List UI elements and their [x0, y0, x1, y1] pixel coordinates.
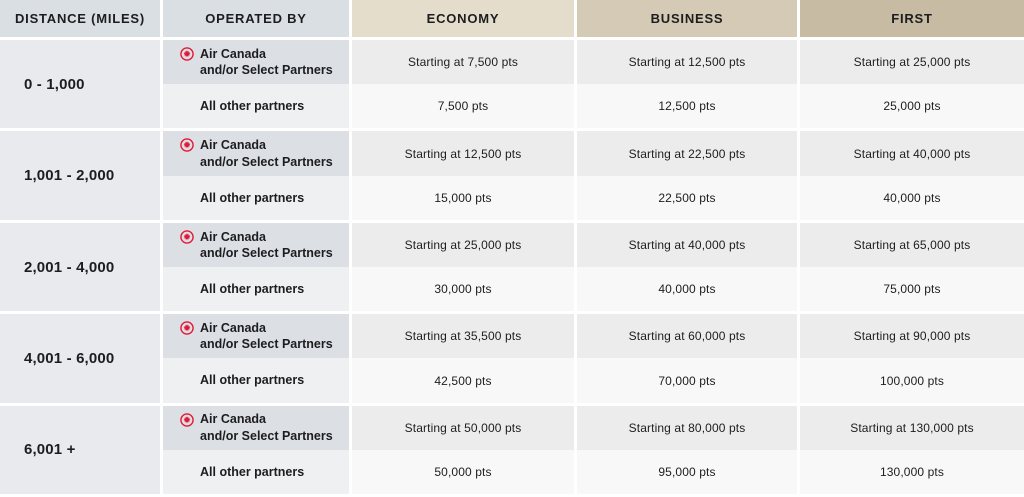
- distance-label: 2,001 - 4,000: [0, 222, 160, 312]
- header-economy: ECONOMY: [352, 0, 574, 37]
- operator-subline-label: and/or Select Partners: [200, 154, 333, 169]
- air-canada-maple-leaf-icon: [180, 138, 194, 153]
- business-air-canada-value: Starting at 12,500 pts: [577, 40, 797, 85]
- business-air-canada-value: Starting at 40,000 pts: [577, 222, 797, 268]
- air-canada-maple-leaf-icon: [180, 230, 194, 244]
- operator-air-canada: Air Canada and/or Select Partners: [163, 314, 349, 359]
- business-other-partners-value: 70,000 pts: [577, 358, 797, 403]
- economy-other-partners-value: 30,000 pts: [352, 267, 574, 312]
- air-canada-maple-leaf-icon: [180, 321, 194, 335]
- operator-air-canada: Air Canada and/or Select Partners: [163, 131, 349, 176]
- business-other-partners-value: 95,000 pts: [577, 449, 797, 495]
- economy-air-canada-value: Starting at 7,500 pts: [352, 40, 574, 85]
- distance-label: 4,001 - 6,000: [0, 314, 160, 403]
- first-other-partners-value: 40,000 pts: [800, 175, 1024, 220]
- operator-air-canada: Air Canada and/or Select Partners: [163, 40, 349, 85]
- economy-air-canada-value: Starting at 25,000 pts: [352, 222, 574, 268]
- operator-air-canada: Air Canada and/or Select Partners: [163, 405, 349, 450]
- operator-name-label: Air Canada: [200, 412, 266, 427]
- operator-name-label: All other partners: [200, 281, 305, 296]
- operator-name-label: Air Canada: [200, 229, 266, 244]
- business-air-canada-value: Starting at 60,000 pts: [577, 314, 797, 359]
- distance-label: 0 - 1,000: [0, 40, 160, 129]
- first-other-partners-value: 75,000 pts: [800, 267, 1024, 312]
- operator-all-other: All other partners: [163, 267, 349, 312]
- distance-band-4001-6000: 4,001 - 6,000 Air Canada and/or Select P…: [0, 314, 1024, 403]
- operator-all-other: All other partners: [163, 358, 349, 403]
- air-canada-maple-leaf-icon: [180, 47, 194, 61]
- business-other-partners-value: 40,000 pts: [577, 267, 797, 312]
- business-air-canada-value: Starting at 80,000 pts: [577, 405, 797, 450]
- economy-air-canada-value: Starting at 50,000 pts: [352, 405, 574, 450]
- economy-other-partners-value: 15,000 pts: [352, 175, 574, 220]
- header-first: FIRST: [800, 0, 1024, 37]
- first-other-partners-value: 130,000 pts: [800, 449, 1024, 495]
- first-air-canada-value: Starting at 40,000 pts: [800, 131, 1024, 176]
- distance-label: 1,001 - 2,000: [0, 131, 160, 220]
- economy-other-partners-value: 7,500 pts: [352, 84, 574, 129]
- operator-name-label: Air Canada: [200, 46, 266, 61]
- economy-air-canada-value: Starting at 12,500 pts: [352, 131, 574, 176]
- economy-other-partners-value: 42,500 pts: [352, 358, 574, 403]
- operator-name-label: All other partners: [200, 190, 305, 205]
- distance-band-1001-2000: 1,001 - 2,000 Air Canada and/or Select P…: [0, 131, 1024, 220]
- distance-band-2001-4000: 2,001 - 4,000 Air Canada and/or Select P…: [0, 222, 1024, 312]
- first-air-canada-value: Starting at 130,000 pts: [800, 405, 1024, 450]
- operator-subline-label: and/or Select Partners: [200, 63, 333, 78]
- header-business: BUSINESS: [577, 0, 797, 37]
- distance-label: 6,001 +: [0, 405, 160, 495]
- operator-name-label: All other partners: [200, 464, 305, 479]
- air-canada-maple-leaf-icon: [180, 412, 194, 427]
- first-air-canada-value: Starting at 90,000 pts: [800, 314, 1024, 359]
- operator-name-label: All other partners: [200, 99, 305, 114]
- distance-band-0-1000: 0 - 1,000 Air Canada and/or Select Partn…: [0, 40, 1024, 129]
- operator-all-other: All other partners: [163, 449, 349, 495]
- first-air-canada-value: Starting at 25,000 pts: [800, 40, 1024, 85]
- operator-name-label: Air Canada: [200, 138, 266, 153]
- economy-air-canada-value: Starting at 35,500 pts: [352, 314, 574, 359]
- first-other-partners-value: 25,000 pts: [800, 84, 1024, 129]
- operator-name-label: All other partners: [200, 373, 305, 388]
- business-other-partners-value: 12,500 pts: [577, 84, 797, 129]
- operator-name-label: Air Canada: [200, 321, 266, 336]
- distance-band-6001-plus: 6,001 + Air Canada and/or Select Partner…: [0, 405, 1024, 495]
- operator-subline-label: and/or Select Partners: [200, 245, 333, 260]
- operator-all-other: All other partners: [163, 175, 349, 220]
- first-other-partners-value: 100,000 pts: [800, 358, 1024, 403]
- first-air-canada-value: Starting at 65,000 pts: [800, 222, 1024, 268]
- economy-other-partners-value: 50,000 pts: [352, 449, 574, 495]
- business-other-partners-value: 22,500 pts: [577, 175, 797, 220]
- operator-all-other: All other partners: [163, 84, 349, 129]
- table-header-row: DISTANCE (MILES) OPERATED BY ECONOMY BUS…: [0, 0, 1024, 37]
- business-air-canada-value: Starting at 22,500 pts: [577, 131, 797, 176]
- operator-subline-label: and/or Select Partners: [200, 337, 333, 352]
- header-operated-by: OPERATED BY: [163, 0, 349, 37]
- header-distance: DISTANCE (MILES): [0, 0, 160, 37]
- operator-subline-label: and/or Select Partners: [200, 428, 333, 443]
- operator-air-canada: Air Canada and/or Select Partners: [163, 222, 349, 268]
